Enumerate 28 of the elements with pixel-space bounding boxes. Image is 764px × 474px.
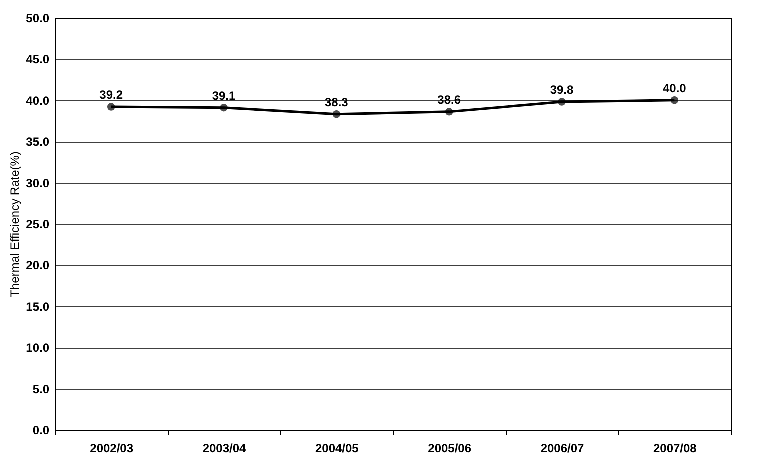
- x-tick-label: 2005/06: [428, 442, 472, 456]
- data-label: 39.1: [212, 88, 236, 103]
- point: [107, 103, 116, 111]
- y-tick-label: 20.0: [26, 258, 50, 273]
- x-tick-label: 2004/05: [315, 442, 360, 456]
- y-tick-label: 30.0: [26, 176, 50, 190]
- x-tick-label: 2006/07: [540, 442, 585, 456]
- point: [220, 104, 228, 112]
- data-label: 40.0: [662, 81, 687, 96]
- y-tick-label: 25.0: [26, 218, 50, 232]
- point: [558, 98, 566, 106]
- point: [332, 110, 341, 118]
- y-axis-title: Thermal Efficiency Rate(%): [8, 152, 22, 298]
- point: [670, 96, 679, 104]
- y-tick-label: 45.0: [26, 52, 50, 67]
- data-label: 39.8: [550, 83, 574, 98]
- x-tick-label: 2007/08: [653, 442, 698, 456]
- y-tick-label: 15.0: [26, 300, 50, 314]
- y-tick-label: 50.0: [26, 12, 50, 26]
- data-label: 39.2: [100, 88, 124, 102]
- x-tick-label: 2003/04: [202, 442, 247, 456]
- x-tick-label: 2002/03: [90, 442, 134, 456]
- y-tick-label: 0.0: [32, 424, 50, 438]
- y-tick-label: 10.0: [26, 341, 50, 356]
- point: [445, 108, 454, 116]
- y-tick-label: 5.0: [32, 382, 50, 396]
- y-tick-label: 35.0: [26, 135, 50, 150]
- y-tick-label: 40.0: [26, 94, 50, 108]
